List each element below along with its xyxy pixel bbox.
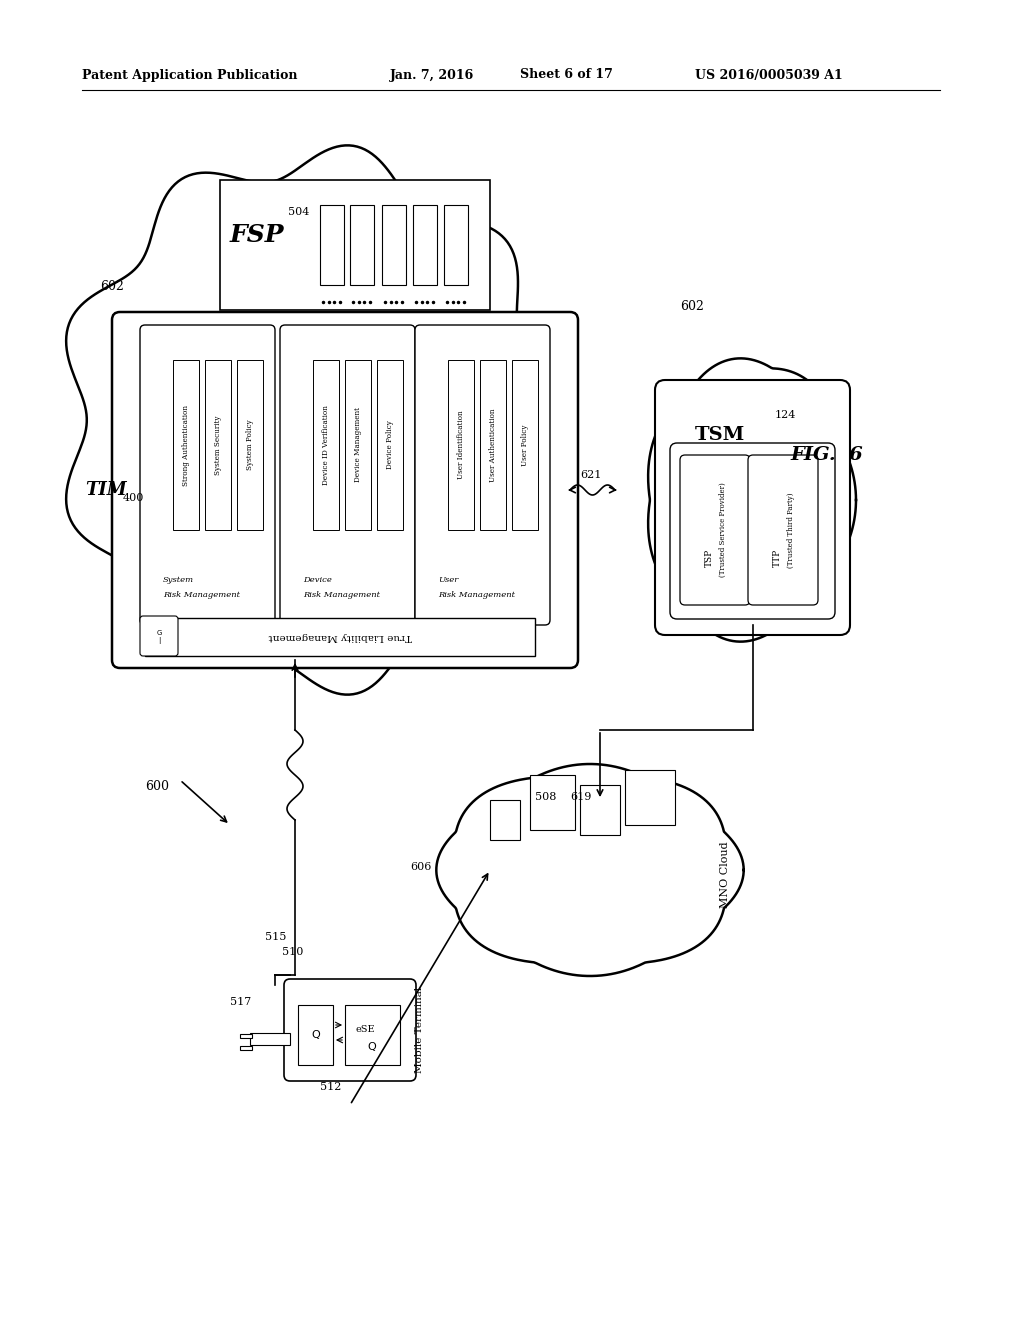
Text: Risk Management: Risk Management — [163, 591, 240, 599]
Text: 400: 400 — [123, 492, 144, 503]
Bar — [530, 775, 575, 830]
Text: Jan. 7, 2016: Jan. 7, 2016 — [390, 69, 474, 82]
Text: 602: 602 — [100, 280, 124, 293]
FancyBboxPatch shape — [112, 312, 578, 668]
Text: US 2016/0005039 A1: US 2016/0005039 A1 — [695, 69, 843, 82]
Text: 515: 515 — [265, 932, 287, 942]
Bar — [580, 785, 620, 836]
Bar — [625, 770, 675, 825]
Text: Sheet 6 of 17: Sheet 6 of 17 — [520, 69, 613, 82]
Text: Q: Q — [311, 1030, 321, 1040]
Text: 602: 602 — [680, 300, 703, 313]
Text: (Trusted Service Provider): (Trusted Service Provider) — [719, 483, 727, 577]
Text: User Authentication: User Authentication — [489, 408, 497, 482]
Text: 606: 606 — [410, 862, 431, 873]
Bar — [449, 360, 474, 531]
Text: 600: 600 — [145, 780, 169, 793]
Text: 504: 504 — [288, 207, 309, 216]
Bar — [250, 1034, 290, 1045]
FancyBboxPatch shape — [680, 455, 750, 605]
Text: System: System — [163, 576, 195, 583]
Bar — [319, 205, 344, 285]
Text: 124: 124 — [775, 411, 797, 420]
Text: TTP: TTP — [772, 549, 781, 568]
Bar — [413, 205, 437, 285]
Text: System Policy: System Policy — [246, 420, 254, 470]
Text: Device: Device — [303, 576, 332, 583]
Bar — [240, 1034, 252, 1038]
Bar — [240, 1045, 252, 1049]
FancyBboxPatch shape — [280, 325, 415, 624]
Bar — [220, 180, 490, 310]
Text: 621: 621 — [580, 470, 601, 480]
Text: TSP: TSP — [705, 549, 714, 568]
Text: 517: 517 — [230, 997, 251, 1007]
Bar — [382, 205, 406, 285]
Text: 508: 508 — [535, 792, 556, 803]
FancyBboxPatch shape — [748, 455, 818, 605]
Bar — [313, 360, 339, 531]
Text: Device ID Verification: Device ID Verification — [322, 405, 330, 484]
Text: User: User — [438, 576, 459, 583]
Text: Mobile Terminal: Mobile Terminal — [415, 987, 424, 1073]
Bar — [480, 360, 506, 531]
Text: MNO Cloud: MNO Cloud — [720, 842, 730, 908]
Text: True Liability Management: True Liability Management — [268, 632, 412, 642]
FancyBboxPatch shape — [140, 616, 178, 656]
Text: Device Policy: Device Policy — [386, 421, 394, 470]
Bar — [205, 360, 231, 531]
FancyBboxPatch shape — [415, 325, 550, 624]
Text: 619: 619 — [570, 792, 592, 803]
Text: User Identification: User Identification — [457, 411, 465, 479]
Bar — [512, 360, 538, 531]
Bar — [237, 360, 263, 531]
Text: Q: Q — [368, 1041, 377, 1052]
Text: eSE: eSE — [355, 1026, 375, 1035]
Bar — [377, 360, 403, 531]
Text: (Trusted Third Party): (Trusted Third Party) — [787, 492, 795, 568]
Text: FSP: FSP — [230, 223, 285, 247]
Text: 510: 510 — [282, 946, 303, 957]
Text: Risk Management: Risk Management — [438, 591, 515, 599]
Bar — [345, 1005, 400, 1065]
Bar — [490, 800, 520, 840]
Text: Strong Authentication: Strong Authentication — [182, 404, 190, 486]
Text: Risk Management: Risk Management — [303, 591, 380, 599]
Bar — [145, 618, 535, 656]
Text: System Security: System Security — [214, 416, 222, 475]
FancyBboxPatch shape — [284, 979, 416, 1081]
Bar — [345, 360, 371, 531]
Bar — [444, 205, 468, 285]
Text: TSM: TSM — [695, 426, 745, 444]
Text: G
|: G | — [157, 630, 162, 644]
Bar — [350, 205, 374, 285]
FancyBboxPatch shape — [670, 444, 835, 619]
Text: User Policy: User Policy — [521, 424, 529, 466]
FancyBboxPatch shape — [140, 325, 275, 624]
Text: 512: 512 — [319, 1082, 341, 1092]
Text: Device Management: Device Management — [354, 408, 362, 483]
Text: FIG.  6: FIG. 6 — [790, 446, 863, 465]
Bar — [173, 360, 199, 531]
Text: TIM: TIM — [85, 480, 127, 499]
FancyBboxPatch shape — [655, 380, 850, 635]
Text: Patent Application Publication: Patent Application Publication — [82, 69, 298, 82]
Bar — [298, 1005, 333, 1065]
